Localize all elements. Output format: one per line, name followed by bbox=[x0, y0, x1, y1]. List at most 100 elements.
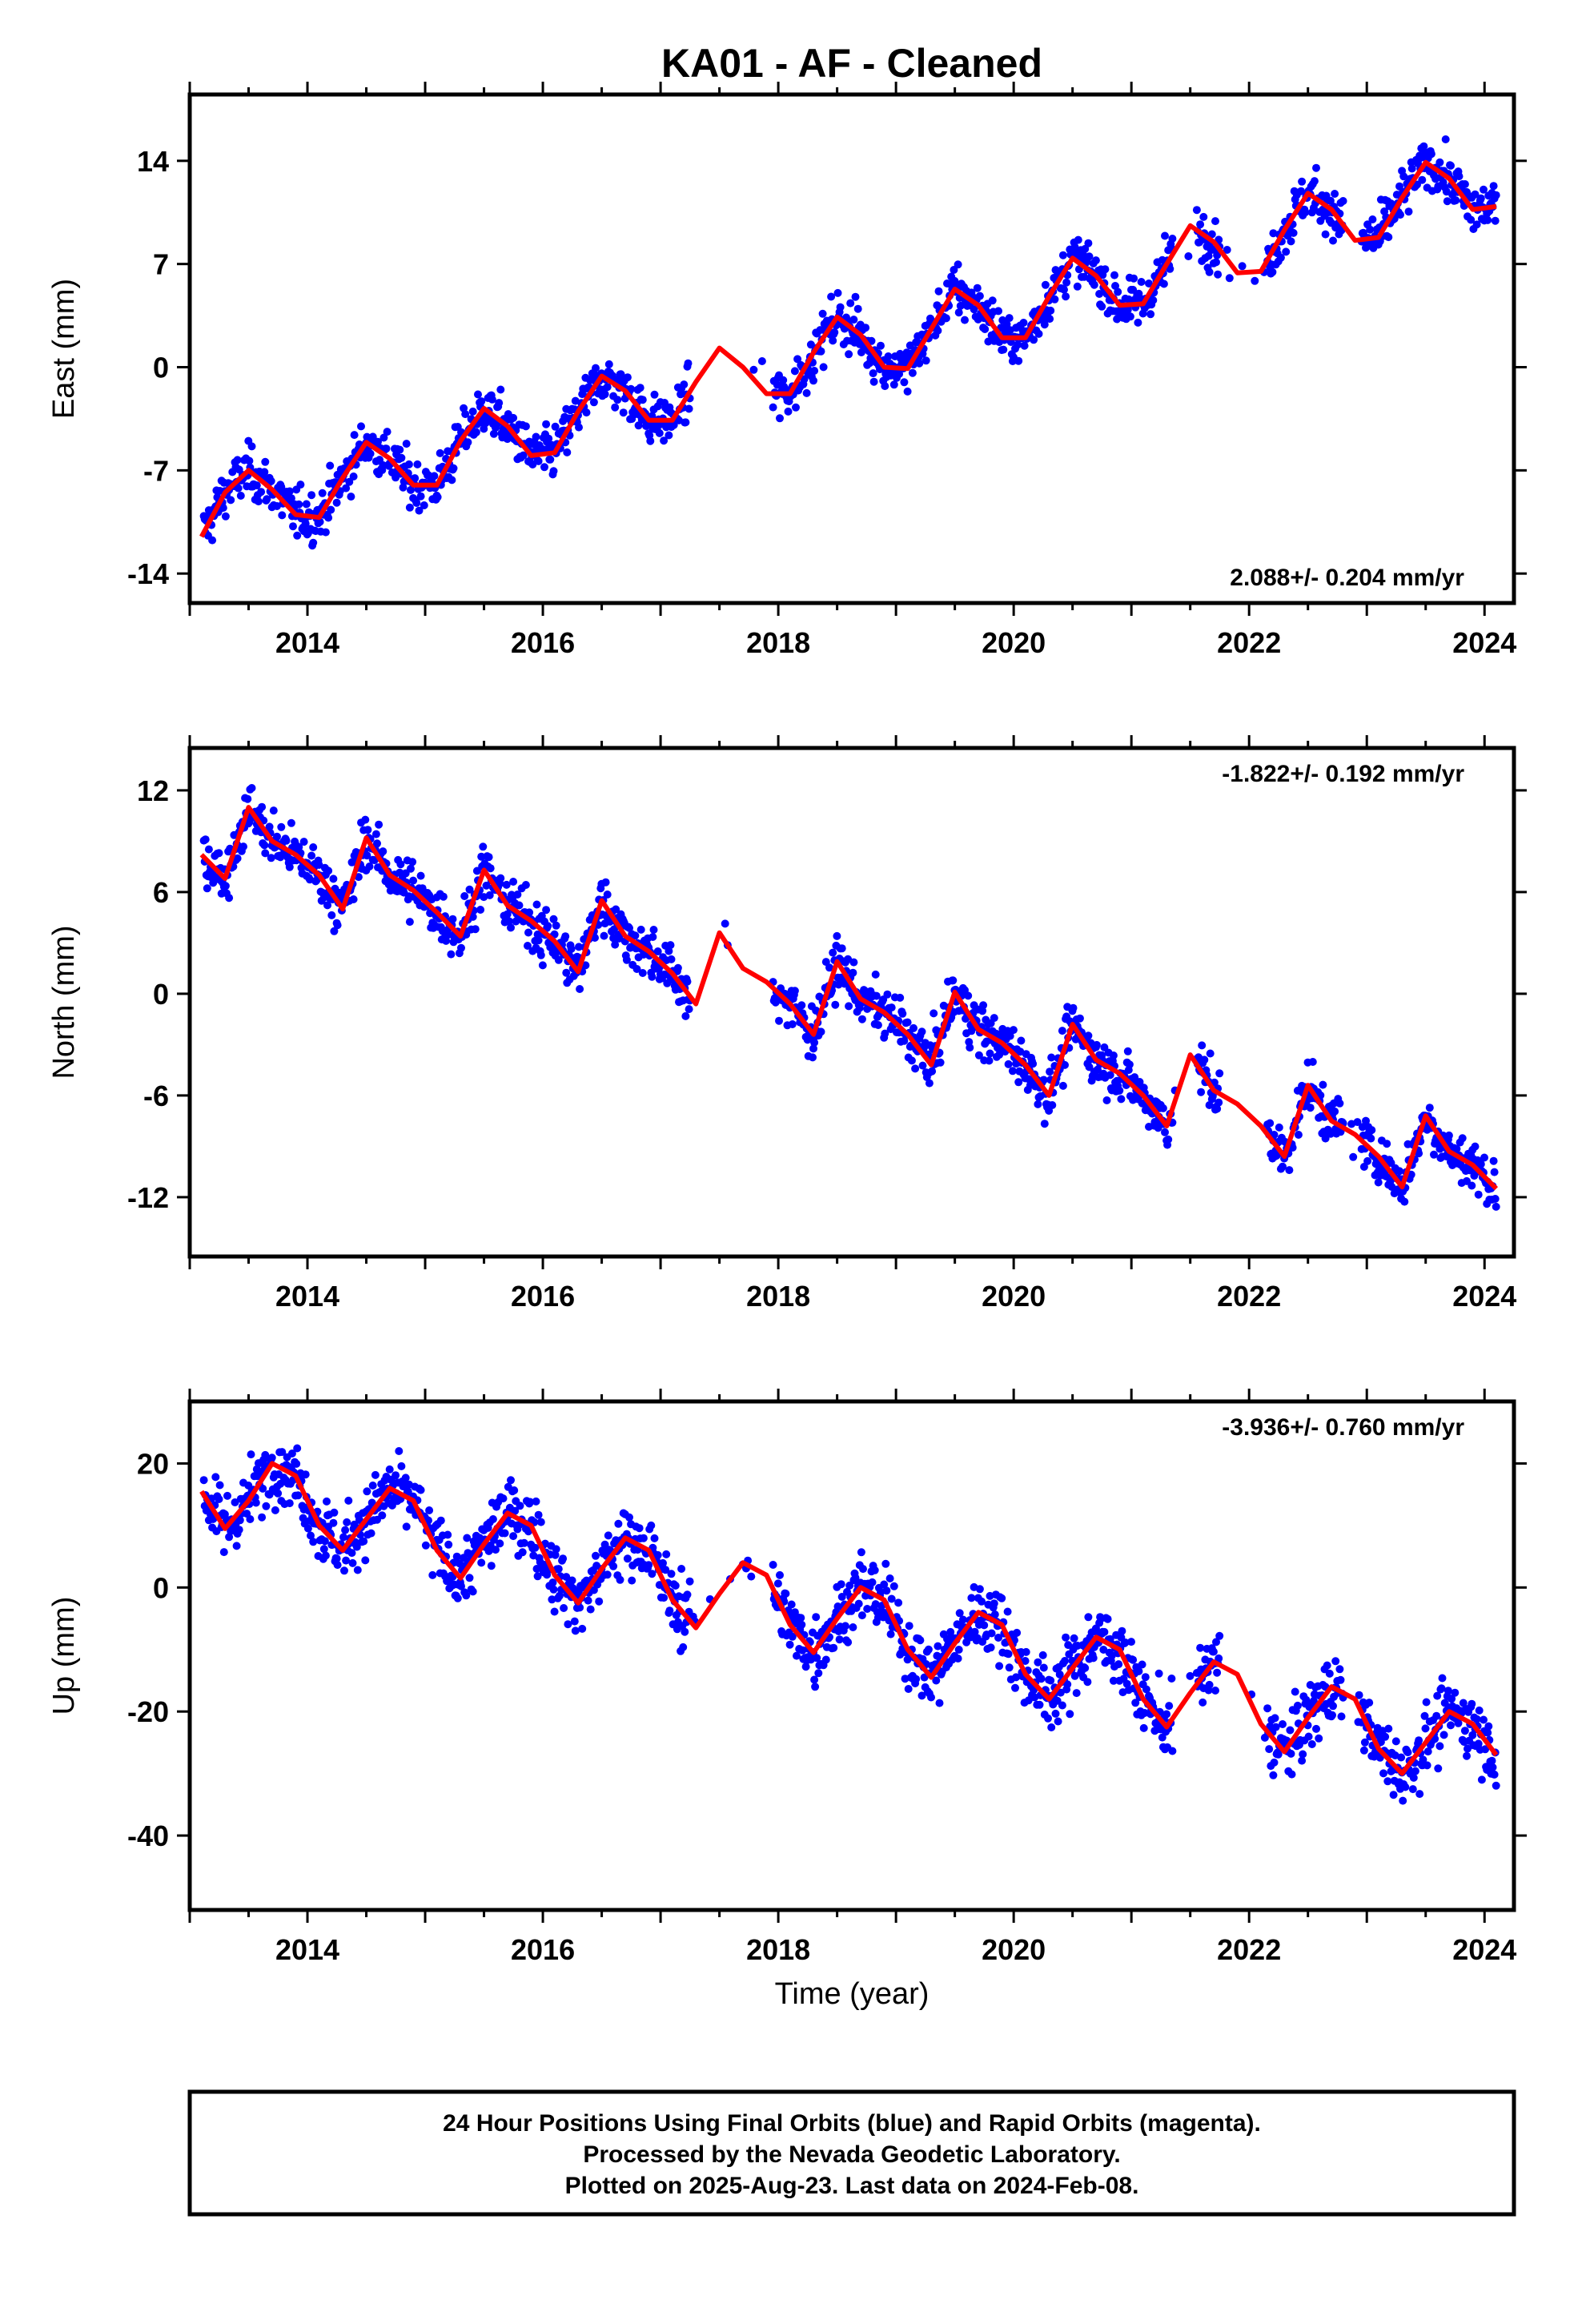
east-data-point bbox=[382, 444, 391, 453]
east-data-point bbox=[806, 340, 815, 349]
north-x-tick-label: 2024 bbox=[1452, 1280, 1516, 1313]
east-data-point bbox=[296, 480, 305, 489]
up-data-point bbox=[391, 1471, 400, 1480]
north-data-point bbox=[790, 987, 799, 995]
east-data-point bbox=[1034, 329, 1043, 338]
east-y-tick-label: 7 bbox=[153, 248, 169, 281]
east-data-point bbox=[309, 538, 318, 547]
north-data-point bbox=[1308, 1058, 1317, 1066]
east-data-point bbox=[1074, 235, 1082, 244]
up-data-point bbox=[368, 1482, 377, 1490]
up-data-point bbox=[1127, 1638, 1135, 1647]
up-data-point bbox=[603, 1570, 612, 1579]
up-data-point bbox=[955, 1609, 964, 1618]
east-data-point bbox=[326, 461, 335, 470]
up-data-point bbox=[889, 1582, 898, 1590]
east-data-point bbox=[1130, 274, 1138, 283]
north-data-point bbox=[243, 794, 252, 803]
north-data-point bbox=[600, 931, 608, 940]
east-data-point bbox=[1161, 231, 1169, 240]
up-data-point bbox=[880, 1580, 889, 1589]
north-data-point bbox=[928, 1067, 937, 1076]
up-data-point bbox=[1401, 1783, 1410, 1791]
up-data-point bbox=[801, 1663, 810, 1671]
up-data-point bbox=[333, 1561, 342, 1570]
up-data-point bbox=[343, 1518, 351, 1526]
east-data-point bbox=[1489, 182, 1498, 191]
up-data-point bbox=[584, 1596, 592, 1605]
east-data-point bbox=[988, 296, 997, 305]
east-data-point bbox=[1492, 191, 1500, 199]
north-data-point bbox=[936, 1058, 945, 1067]
up-data-point bbox=[352, 1542, 361, 1551]
up-data-point bbox=[1168, 1747, 1177, 1755]
up-data-point bbox=[849, 1623, 857, 1631]
east-data-point bbox=[603, 383, 612, 392]
up-data-point bbox=[1384, 1724, 1393, 1733]
north-data-point bbox=[964, 991, 973, 1000]
north-data-point bbox=[985, 1056, 994, 1065]
north-x-tick-label: 2014 bbox=[275, 1280, 339, 1313]
east-data-point bbox=[407, 485, 415, 494]
up-data-point bbox=[1437, 1684, 1446, 1693]
north-data-point bbox=[601, 878, 610, 887]
east-data-point bbox=[489, 429, 498, 438]
east-data-point bbox=[327, 505, 335, 514]
up-data-point bbox=[1271, 1723, 1280, 1731]
east-data-point bbox=[411, 474, 420, 483]
north-data-point bbox=[371, 830, 380, 838]
up-data-point bbox=[683, 1590, 692, 1599]
north-data-point bbox=[925, 1079, 934, 1088]
north-data-point bbox=[1006, 1031, 1014, 1040]
east-data-point bbox=[347, 493, 355, 501]
up-data-point bbox=[1011, 1683, 1019, 1692]
east-data-point bbox=[1238, 262, 1247, 271]
north-data-point bbox=[204, 845, 213, 854]
east-data-point bbox=[575, 423, 583, 432]
east-data-point bbox=[349, 472, 358, 480]
up-data-point bbox=[342, 1556, 351, 1565]
east-data-point bbox=[461, 410, 470, 419]
up-data-point bbox=[1359, 1746, 1368, 1755]
up-data-point bbox=[1209, 1647, 1218, 1656]
up-data-point bbox=[509, 1532, 518, 1541]
up-data-point bbox=[1409, 1773, 1418, 1782]
north-data-point bbox=[1125, 1060, 1134, 1069]
up-data-point bbox=[552, 1545, 560, 1554]
east-data-point bbox=[1331, 190, 1339, 198]
up-data-point bbox=[278, 1448, 287, 1457]
north-data-point bbox=[1029, 1059, 1038, 1068]
north-data-point bbox=[1367, 1126, 1376, 1135]
north-data-point bbox=[536, 951, 545, 959]
north-data-point bbox=[721, 919, 729, 928]
north-data-point bbox=[363, 826, 372, 834]
up-data-point bbox=[797, 1620, 806, 1629]
north-x-tick-label: 2020 bbox=[982, 1280, 1046, 1313]
up-data-point bbox=[340, 1566, 348, 1575]
north-data-point bbox=[260, 841, 269, 850]
up-data-point bbox=[747, 1572, 756, 1581]
north-data-point bbox=[683, 977, 692, 986]
up-data-point bbox=[1047, 1723, 1056, 1731]
north-data-point bbox=[1008, 1067, 1017, 1076]
east-data-point bbox=[521, 422, 530, 431]
up-data-point bbox=[665, 1606, 674, 1615]
east-data-point bbox=[1310, 177, 1319, 186]
east-x-tick-label: 2020 bbox=[982, 626, 1046, 659]
up-data-point bbox=[797, 1614, 805, 1622]
east-data-point bbox=[350, 431, 359, 440]
east-data-point bbox=[681, 418, 690, 427]
east-data-point bbox=[999, 345, 1008, 354]
north-data-point bbox=[554, 955, 563, 964]
east-data-point bbox=[793, 355, 802, 364]
up-data-point bbox=[851, 1574, 860, 1582]
up-y-tick-label: -40 bbox=[127, 1819, 169, 1852]
east-y-tick-label: 14 bbox=[137, 145, 169, 178]
up-data-point bbox=[917, 1691, 926, 1700]
north-data-point bbox=[990, 1014, 998, 1023]
east-data-point bbox=[1146, 310, 1155, 319]
up-data-point bbox=[1131, 1699, 1140, 1707]
north-data-point bbox=[1161, 1128, 1169, 1136]
up-data-point bbox=[837, 1580, 845, 1589]
up-data-point bbox=[1186, 1671, 1195, 1680]
